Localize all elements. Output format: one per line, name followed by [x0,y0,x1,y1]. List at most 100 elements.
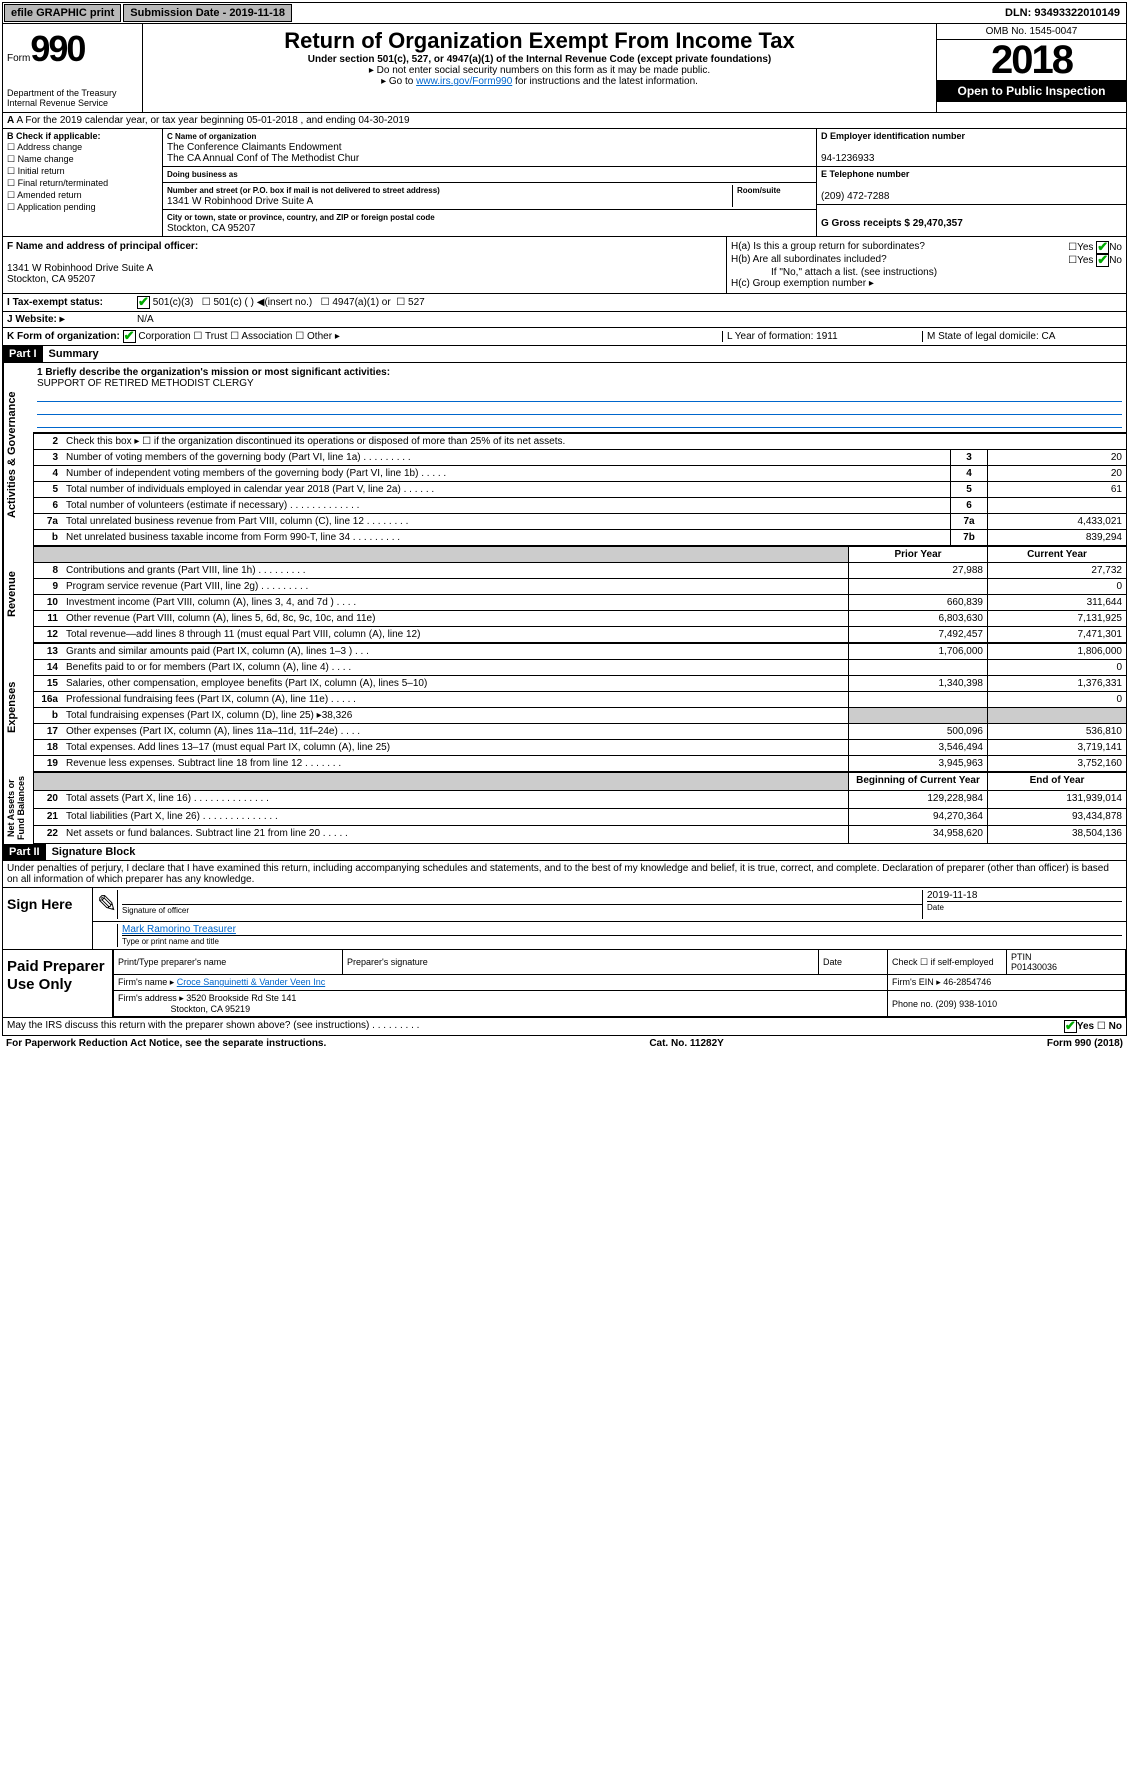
hb-label: H(b) Are all subordinates included? [731,254,887,267]
tax-year-text: A For the 2019 calendar year, or tax yea… [16,115,409,126]
form-title: Return of Organization Exempt From Incom… [147,28,932,54]
firm-phone-label: Phone no. [892,999,933,1009]
dln-label: DLN: 93493322010149 [999,5,1126,21]
phone-value: (209) 472-7288 [821,191,889,202]
ptin-label: PTIN [1011,952,1032,962]
firm-label: Firm's name ▸ [118,977,174,987]
cb-address-change[interactable]: ☐ Address change [7,142,158,153]
firm-ein-value: 46-2854746 [943,977,991,987]
org-name-1: The Conference Claimants Endowment [167,142,342,153]
ptin-cell: PTIN P01430036 [1007,950,1126,975]
paid-preparer-block: Paid Preparer Use Only Print/Type prepar… [2,950,1127,1018]
h-section: H(a) Is this a group return for subordin… [726,237,1126,293]
hb-yesno: ☐Yes No [1068,254,1122,267]
c-label: C Name of organization [167,132,256,141]
hb-no-checkbox[interactable] [1096,254,1109,267]
part2-title: Signature Block [46,846,136,858]
firm-addr-cell: Firm's address ▸ 3520 Brookside Rd Ste 1… [114,991,888,1017]
header-right: OMB No. 1545-0047 2018 Open to Public In… [936,24,1126,112]
principal-officer: F Name and address of principal officer:… [3,237,726,293]
check-b-header: B Check if applicable: [7,131,101,141]
firm-name-cell: Firm's name ▸ Croce Sanguinetti & Vander… [114,975,888,991]
cb-corporation[interactable] [123,330,136,343]
row-f-h: F Name and address of principal officer:… [2,237,1127,294]
irs-link[interactable]: www.irs.gov/Form990 [416,76,512,87]
vlabel-activities: Activities & Governance [3,363,33,546]
d-label: D Employer identification number [821,131,965,141]
perjury-text: Under penalties of perjury, I declare th… [7,863,1109,885]
ein-value: 94-1236933 [821,153,874,164]
efile-button[interactable]: efile GRAPHIC print [4,4,121,22]
discuss-yesno: Yes ☐ No [1064,1020,1122,1033]
officer-name-link[interactable]: Mark Ramorino Treasurer [122,924,236,935]
summary-grid: Activities & Governance 1 Briefly descri… [2,363,1127,844]
firm-addr1: 3520 Brookside Rd Ste 141 [186,993,296,1003]
cb-initial-return[interactable]: ☐ Initial return [7,166,158,177]
addr-label: Number and street (or P.O. box if mail i… [167,186,440,195]
part2-header-row: Part II Signature Block [2,844,1127,861]
firm-link[interactable]: Croce Sanguinetti & Vander Veen Inc [177,977,325,987]
cb-final-return[interactable]: ☐ Final return/terminated [7,178,158,189]
room-label: Room/suite [737,186,781,195]
org-name-2: The CA Annual Conf of The Methodist Chur [167,153,359,164]
f-label: F Name and address of principal officer: [7,241,198,252]
revenue-table: Prior YearCurrent Year8Contributions and… [33,546,1127,643]
open-inspection-badge: Open to Public Inspection [937,80,1126,102]
cb-application[interactable]: ☐ Application pending [7,202,158,213]
dept-label: Department of the Treasury Internal Reve… [7,88,138,108]
vlabel-net-assets: Net Assets orFund Balances [3,772,33,844]
firm-addr-label: Firm's address ▸ [118,993,184,1003]
mission-block: 1 Briefly describe the organization's mi… [33,363,1127,433]
mission-question: 1 Briefly describe the organization's mi… [37,367,390,378]
sig-date: 2019-11-18 [927,890,977,901]
org-info-column: C Name of organization The Conference Cl… [163,129,816,236]
year-formation: L Year of formation: 1911 [722,331,922,342]
j-label: Website: ▸ [15,314,64,325]
firm-addr2: Stockton, CA 95219 [171,1004,251,1014]
org-name-cell: C Name of organization The Conference Cl… [163,129,816,167]
row-i-tax-status: I Tax-exempt status: 501(c)(3) ☐ 501(c) … [2,294,1127,312]
note-ssn: ▸ Do not enter social security numbers o… [147,65,932,76]
vlabel-revenue: Revenue [3,546,33,643]
discuss-row: May the IRS discuss this return with the… [2,1018,1127,1036]
note-link: ▸ Go to www.irs.gov/Form990 for instruct… [147,76,932,87]
k-options: K Form of organization: Corporation ☐ Tr… [7,330,722,343]
vlabel-expenses: Expenses [3,643,33,772]
opt-501c: 501(c) ( ) ◀(insert no.) [213,297,312,308]
form-number: 990 [30,28,84,69]
hb-note: If "No," attach a list. (see instruction… [731,267,1122,278]
row-j-website: J Website: ▸ N/A [2,312,1127,328]
opt-527: 527 [408,297,425,308]
city-cell: City or town, state or province, country… [163,210,816,236]
submission-date-button[interactable]: Submission Date - 2019-11-18 [123,4,292,22]
org-city: Stockton, CA 95207 [167,223,255,234]
sign-right: ✎ Signature of officer 2019-11-18 Date M… [93,888,1126,949]
cb-amended[interactable]: ☐ Amended return [7,190,158,201]
k-label: K Form of organization: [7,331,120,342]
paid-preparer-table: Print/Type preparer's name Preparer's si… [113,950,1126,1017]
prep-selfemp-label: Check ☐ if self-employed [888,950,1007,975]
dba-cell: Doing business as [163,167,816,183]
prep-sig-label: Preparer's signature [343,950,819,975]
city-label: City or town, state or province, country… [167,213,435,222]
sign-here-label: Sign Here [3,888,93,949]
officer-name-label: Type or print name and title [122,937,219,946]
sign-here-block: Sign Here ✎ Signature of officer 2019-11… [2,888,1127,950]
hc-label: H(c) Group exemption number ▸ [731,278,1122,289]
org-address: 1341 W Robinhood Drive Suite A [167,196,313,207]
officer-addr1: 1341 W Robinhood Drive Suite A [7,263,153,274]
form-label: Form [7,53,30,64]
gross-receipts-cell: G Gross receipts $ 29,470,357 [817,205,1126,231]
firm-phone-value: (209) 938-1010 [936,999,998,1009]
discuss-yes-checkbox[interactable] [1064,1020,1077,1033]
ha-yesno: ☐Yes No [1068,241,1122,254]
officer-addr2: Stockton, CA 95207 [7,274,95,285]
cb-name-change[interactable]: ☐ Name change [7,154,158,165]
cb-501c3[interactable] [137,296,150,309]
mission-answer: SUPPORT OF RETIRED METHODIST CLERGY [37,378,254,389]
row-k-form-org: K Form of organization: Corporation ☐ Tr… [2,328,1127,346]
website-value: N/A [137,314,722,325]
footer-right: Form 990 (2018) [1047,1038,1123,1049]
phone-cell: E Telephone number (209) 472-7288 [817,167,1126,205]
check-column-b: B Check if applicable: ☐ Address change … [3,129,163,236]
